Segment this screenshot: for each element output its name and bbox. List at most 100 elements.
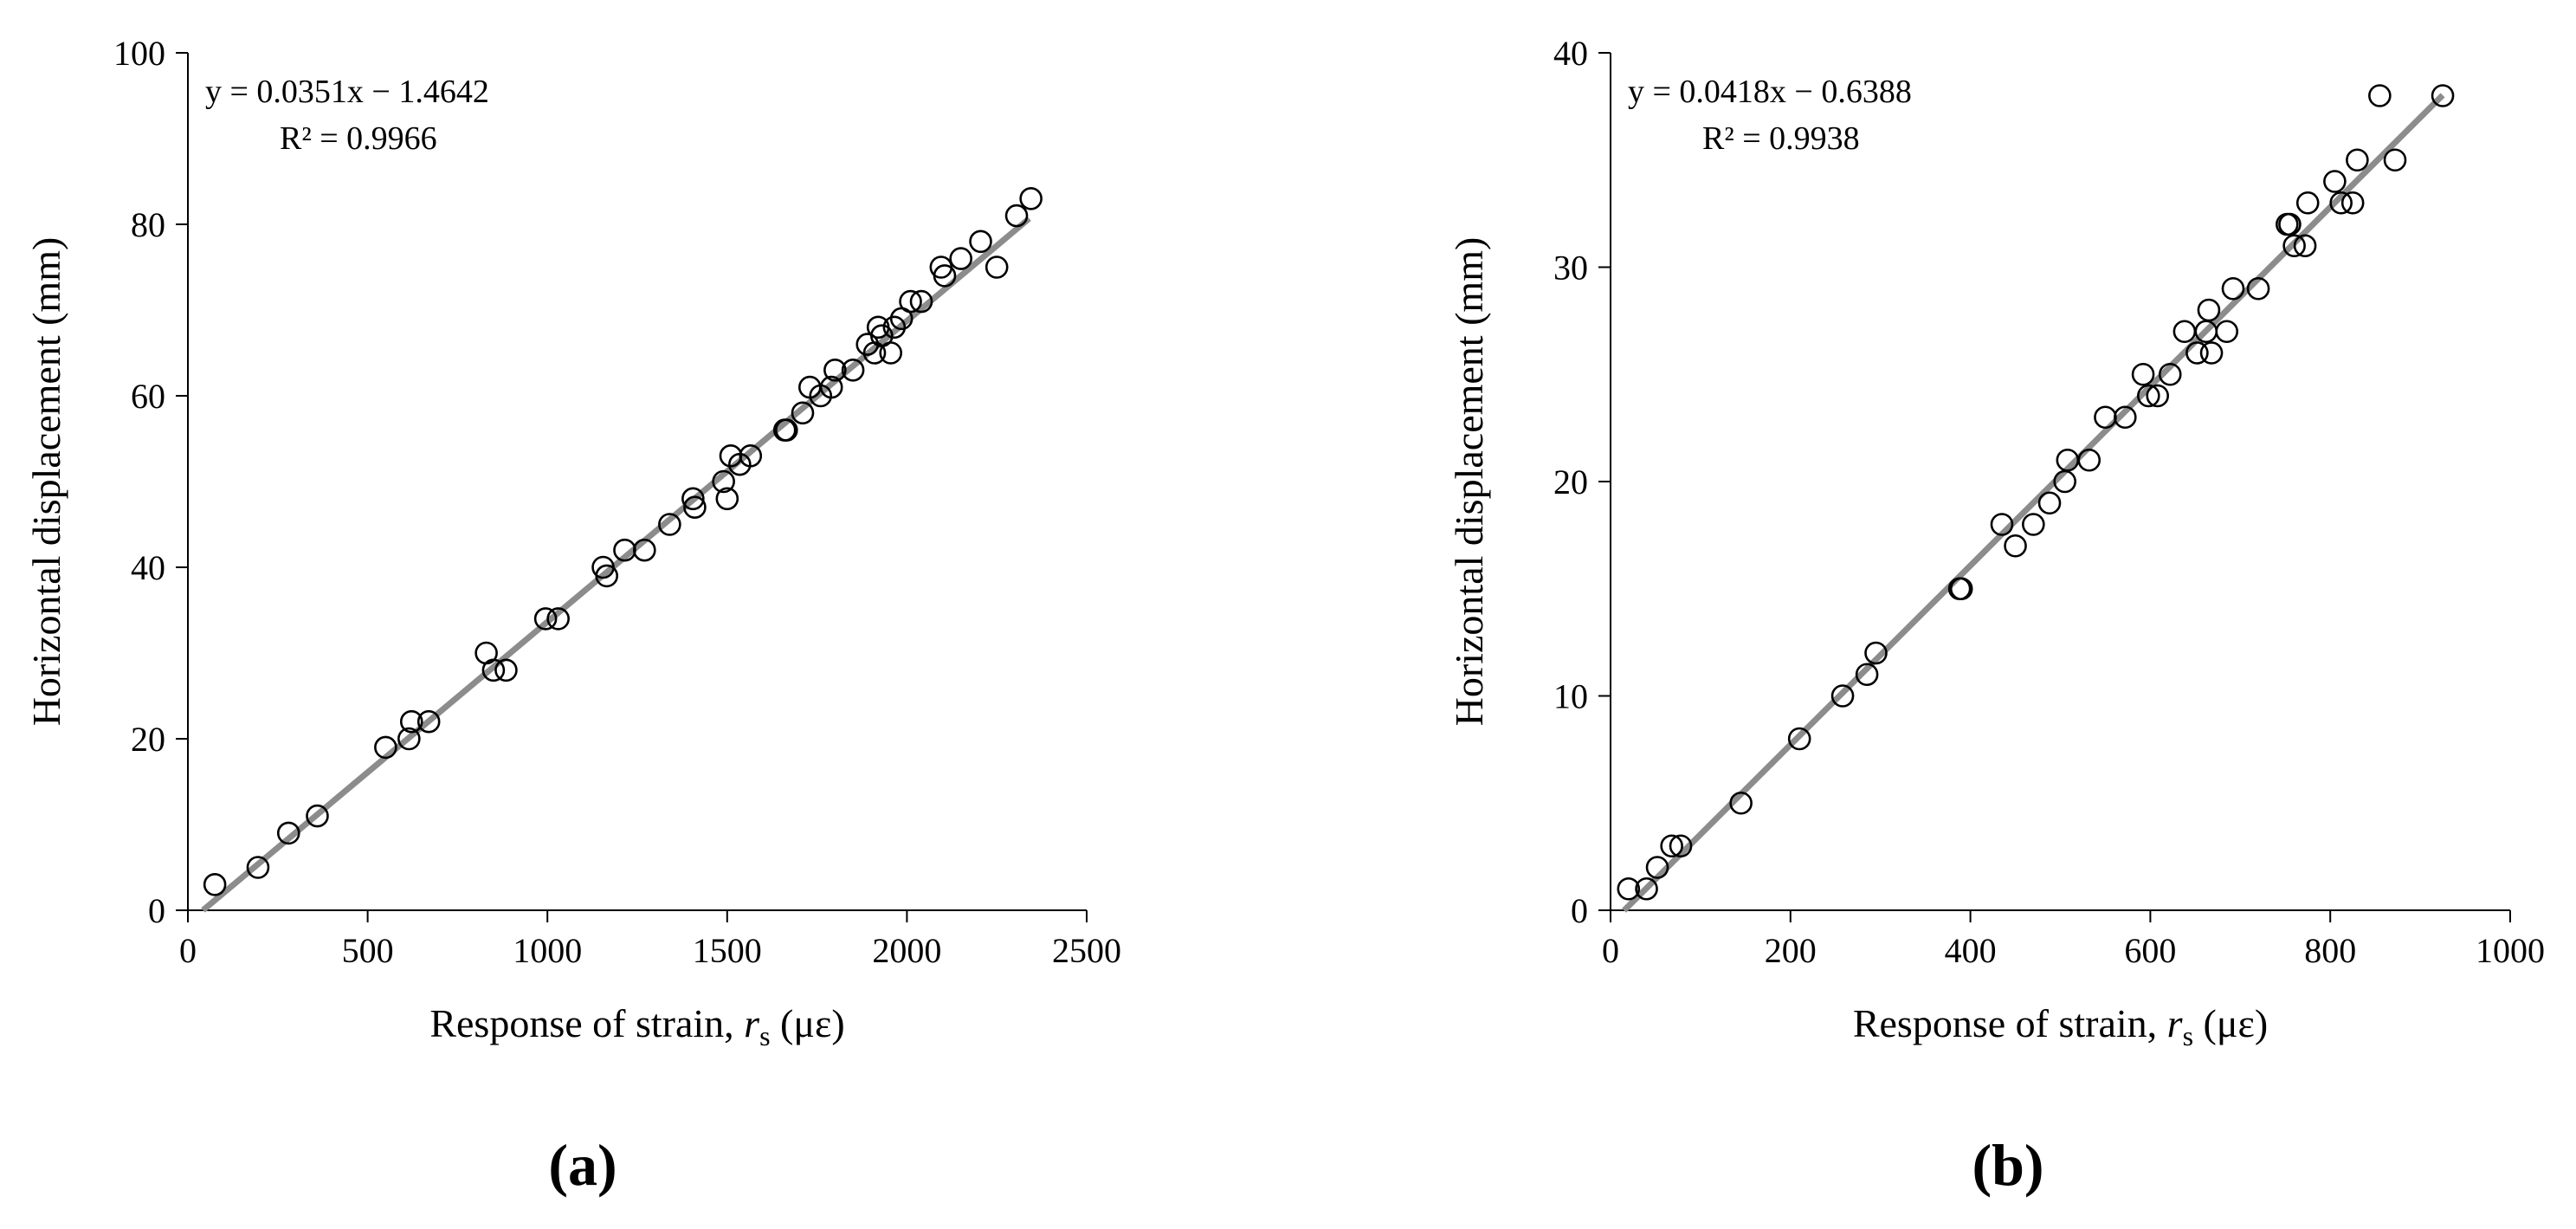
chart-0-y-tick-label: 40 [131, 548, 165, 587]
chart-1-data-point [2114, 405, 2137, 430]
chart-1-data-point [1645, 856, 1669, 879]
chart-1-data-point [1617, 876, 1641, 901]
chart-1-data-point [1635, 876, 1658, 901]
chart-1-data-point [2004, 534, 2027, 558]
chart-0-data-point [899, 289, 922, 314]
chart-1-data-point [1669, 834, 1693, 858]
chart-1-data-point [1855, 663, 1879, 687]
chart-1-data-point [2346, 148, 2369, 172]
chart-0-y-tick-label: 100 [113, 34, 165, 73]
chart-1-data-point [1864, 641, 1888, 665]
chart-0-panel-label: (a) [548, 1132, 617, 1198]
chart-0-data-point [1004, 204, 1029, 228]
chart-0-data-point [203, 872, 227, 896]
chart-1-data-point [2278, 212, 2302, 236]
chart-0-data-point [882, 315, 907, 340]
chart-1-data-point [2215, 320, 2239, 344]
chart-0-y-tick-label: 80 [131, 205, 165, 244]
chart-0-r-squared: R² = 0.9966 [280, 120, 437, 157]
chart-1-data-point [2383, 148, 2407, 172]
chart-0-data-point [681, 487, 705, 511]
chart-1-panel-label: (b) [1972, 1132, 2043, 1198]
chart-0-data-point [399, 709, 423, 734]
chart-0-x-axis-label-unit: (με) [771, 1001, 845, 1045]
chart-0-x-axis-label-text: Response of strain, [429, 1001, 744, 1045]
chart-1-x-tick-label: 1000 [2476, 931, 2545, 970]
chart-1-x-tick-label: 200 [1765, 931, 1817, 970]
chart-1-x-tick-label: 400 [1945, 931, 1997, 970]
chart-0-x-axis-label-var: r [744, 1001, 760, 1045]
chart-0-x-tick-label: 500 [342, 931, 394, 970]
chart-1-data-point [2022, 513, 2045, 536]
chart-0-data-point [739, 443, 763, 468]
chart-0-y-axis-label: Horizontal displacement (mm) [24, 237, 68, 727]
chart-0-data-point [879, 341, 903, 365]
chart-0-x-axis-label: Response of strain, rs (με) [429, 1001, 844, 1051]
chart-0-x-tick-label: 1500 [693, 931, 762, 970]
chart-1-x-axis-label-text: Response of strain, [1853, 1001, 2167, 1045]
chart-1-data-point [1660, 834, 1683, 858]
chart-0-y-tick-label: 0 [148, 891, 165, 930]
chart-1-data-point [2431, 84, 2455, 107]
chart-0-data-point [416, 709, 441, 734]
chart-1-y-tick-label: 20 [1553, 462, 1588, 501]
chart-0-data-point [683, 495, 707, 520]
chart-0-data-point [909, 289, 933, 314]
chart-0-data-point [791, 401, 815, 425]
chart-1-y-tick-label: 0 [1571, 891, 1588, 930]
chart-1-x-axis-label-unit: (με) [2193, 1001, 2268, 1045]
chart-1-r-squared: R² = 0.9938 [1702, 120, 1860, 157]
chart-1-data-point [2329, 191, 2353, 215]
chart-1-data-point [2146, 384, 2170, 408]
chart-0-x-axis-label-sub: s [759, 1020, 770, 1051]
chart-0-x-tick-label: 0 [179, 931, 197, 970]
chart-1-data-point [2172, 320, 2197, 344]
chart-0-fit-line [201, 216, 1031, 913]
chart-0-data-point [276, 821, 300, 845]
chart-1-data-point [1830, 684, 1855, 708]
chart-1-y-axis-label: Horizontal displacement (mm) [1447, 237, 1491, 727]
chart-0-data-point [533, 607, 558, 631]
chart-0-data-point [306, 804, 329, 828]
chart-0-panel: 0 500 1000 1500 2000 2500 0 20 40 60 80 100 y = 0.03… [24, 34, 1121, 1198]
chart-1-data-point [2295, 191, 2320, 215]
chart-1-data-point [2037, 491, 2062, 515]
chart-0-data-point [633, 538, 656, 562]
chart-1-y-tick-label: 40 [1553, 34, 1588, 73]
chart-1-data-point [2340, 191, 2365, 215]
chart-0-data-point [719, 443, 743, 468]
chart-0-data-point [969, 230, 992, 254]
chart-0-data-point [246, 856, 270, 879]
chart-1-x-axis-label-var: r [2167, 1001, 2184, 1045]
chart-0-x-tick-label: 2000 [872, 931, 941, 970]
chart-1-x-tick-label: 600 [2124, 931, 2176, 970]
chart-1-y-tick-label: 30 [1553, 249, 1588, 288]
chart-1-data-point [2323, 170, 2347, 193]
chart-1-data-point [2131, 362, 2155, 386]
chart-1-data-point [2199, 341, 2224, 365]
chart-0-data-point [595, 564, 619, 588]
chart-0-data-point [949, 247, 972, 270]
chart-0-y-tick-label: 20 [131, 720, 165, 759]
chart-1-panel: 0 200 400 600 800 1000 0 10 20 30 40 y = 0.0418x − … [1447, 34, 2545, 1198]
chart-1-data-point [2368, 84, 2392, 107]
chart-0-data-point [481, 658, 506, 682]
chart-0-data-point [1019, 187, 1043, 210]
chart-1-x-tick-label: 800 [2304, 931, 2356, 970]
chart-0-data-point [374, 735, 397, 760]
chart-0-data-point [841, 358, 865, 382]
chart-0-data-point [823, 358, 847, 382]
chart-1-y-tick-label: 10 [1553, 677, 1588, 716]
chart-1-data-point [1947, 577, 1972, 601]
chart-1-data-point [2221, 276, 2245, 301]
chart-1-x-axis-label-sub: s [2183, 1020, 2193, 1051]
chart-0-data-point [494, 658, 518, 682]
chart-0-data-point [775, 418, 798, 442]
chart-1-data-point [2246, 276, 2270, 301]
chart-1-data-point [1949, 577, 1973, 601]
chart-1-data-point [2158, 362, 2182, 386]
chart-1-data-point [1729, 791, 1753, 815]
chart-0-x-tick-label: 1000 [513, 931, 582, 970]
chart-1-x-tick-label: 0 [1602, 931, 1619, 970]
chart-1-data-point [1787, 727, 1811, 751]
